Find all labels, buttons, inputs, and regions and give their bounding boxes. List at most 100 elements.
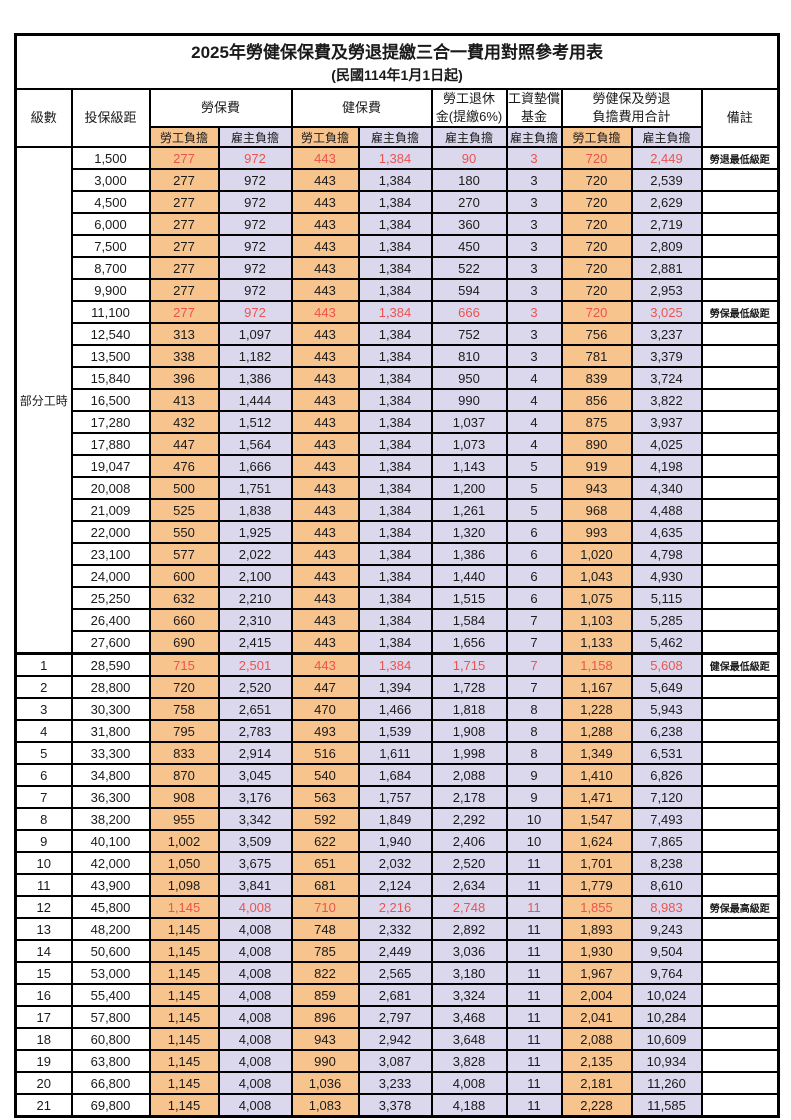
level-cell: 9	[14, 829, 73, 853]
value-cell: 8	[505, 697, 563, 721]
remark-cell	[700, 917, 780, 941]
value-cell: 2,292	[430, 807, 508, 831]
remark-cell	[700, 256, 780, 280]
value-cell: 1,384	[357, 366, 433, 390]
value-cell: 10	[505, 807, 563, 831]
value-cell: 2,520	[430, 851, 508, 875]
value-cell: 2,181	[560, 1071, 633, 1095]
level-cell: 5	[14, 741, 73, 765]
value-cell: 443	[290, 300, 360, 324]
bracket-cell: 20,008	[70, 476, 151, 500]
table-row: 14 50,600 1,145 4,008 785 2,449 3,036 11 1,930 9,…	[14, 939, 780, 963]
value-cell: 4,340	[630, 476, 703, 500]
remark-cell: 健保最低級距	[700, 652, 780, 677]
value-cell: 1,145	[148, 961, 220, 985]
table-row: 11 43,900 1,098 3,841 681 2,124 2,634 11 1,779 8,…	[14, 873, 780, 897]
value-cell: 4,008	[217, 983, 293, 1007]
header-total-employee-share: 勞工負擔	[560, 126, 633, 148]
value-cell: 3,025	[630, 300, 703, 324]
value-cell: 1,145	[148, 1005, 220, 1029]
value-cell: 8	[505, 741, 563, 765]
bracket-cell: 1,500	[70, 146, 151, 170]
value-cell: 550	[148, 520, 220, 544]
value-cell: 4,008	[217, 917, 293, 941]
bracket-cell: 13,500	[70, 344, 151, 368]
value-cell: 1,666	[217, 454, 293, 478]
bracket-cell: 15,840	[70, 366, 151, 390]
value-cell: 1,384	[357, 278, 433, 302]
table-row: 16 55,400 1,145 4,008 859 2,681 3,324 11 2,004 10…	[14, 983, 780, 1007]
table-row: 9,900 277 972 443 1,384 594 3 720 2,953	[16, 278, 780, 302]
remark-cell	[700, 1027, 780, 1051]
value-cell: 443	[290, 168, 360, 192]
bracket-cell: 8,700	[70, 256, 151, 280]
value-cell: 1,075	[560, 586, 633, 610]
value-cell: 2,004	[560, 983, 633, 1007]
table-row: 7,500 277 972 443 1,384 450 3 720 2,809	[16, 234, 780, 258]
table-row: 7 36,300 908 3,176 563 1,757 2,178 9 1,471 7,120	[14, 785, 780, 809]
value-cell: 5,608	[630, 652, 703, 677]
bracket-cell: 53,000	[70, 961, 151, 985]
remark-cell: 勞保最低級距	[700, 300, 780, 324]
value-cell: 11	[505, 939, 563, 963]
header-health-employer-share: 雇主負擔	[357, 126, 433, 148]
value-cell: 1,349	[560, 741, 633, 765]
remark-cell	[700, 520, 780, 544]
level-cell: 20	[14, 1071, 73, 1095]
bracket-cell: 19,047	[70, 454, 151, 478]
value-cell: 1,849	[357, 807, 433, 831]
bracket-cell: 24,000	[70, 564, 151, 588]
remark-cell	[700, 675, 780, 699]
value-cell: 943	[560, 476, 633, 500]
value-cell: 1,547	[560, 807, 633, 831]
value-cell: 2,415	[217, 630, 293, 655]
table-body: 部分工時 1,500 277 972 443 1,384 90 3 720 2,449 勞退最低級距…	[14, 146, 780, 1118]
value-cell: 443	[290, 564, 360, 588]
header-remark: 備註	[700, 88, 780, 148]
value-cell: 1,145	[148, 1027, 220, 1051]
value-cell: 972	[217, 190, 293, 214]
value-cell: 1,043	[560, 564, 633, 588]
value-cell: 3,822	[630, 388, 703, 412]
value-cell: 5,115	[630, 586, 703, 610]
bracket-cell: 40,100	[70, 829, 151, 853]
table-row: 2 28,800 720 2,520 447 1,394 1,728 7 1,167 5,649	[14, 675, 780, 699]
value-cell: 11	[505, 1049, 563, 1073]
value-cell: 785	[290, 939, 360, 963]
bracket-cell: 38,200	[70, 807, 151, 831]
value-cell: 972	[217, 168, 293, 192]
value-cell: 1,967	[560, 961, 633, 985]
value-cell: 1,512	[217, 410, 293, 434]
value-cell: 3,468	[430, 1005, 508, 1029]
level-cell: 17	[14, 1005, 73, 1029]
remark-cell	[700, 608, 780, 632]
remark-cell	[700, 410, 780, 434]
value-cell: 443	[290, 366, 360, 390]
value-cell: 1,779	[560, 873, 633, 897]
value-cell: 4	[505, 388, 563, 412]
value-cell: 1,384	[357, 586, 433, 610]
table-title-cell: 2025年勞健保保費及勞退提繳三合一費用對照參考用表 (民國114年1月1日起)	[14, 33, 780, 90]
value-cell: 1,036	[290, 1071, 360, 1095]
value-cell: 447	[290, 675, 360, 699]
value-cell: 1,384	[357, 630, 433, 655]
table-row: 6 34,800 870 3,045 540 1,684 2,088 9 1,410 6,826	[14, 763, 780, 787]
value-cell: 4,008	[217, 1005, 293, 1029]
value-cell: 890	[560, 432, 633, 456]
value-cell: 6,826	[630, 763, 703, 787]
value-cell: 651	[290, 851, 360, 875]
value-cell: 720	[560, 300, 633, 324]
value-cell: 1,200	[430, 476, 508, 500]
value-cell: 1,050	[148, 851, 220, 875]
value-cell: 1,684	[357, 763, 433, 787]
table-row: 1 28,590 715 2,501 443 1,384 1,715 7 1,158 5,608 健…	[14, 652, 780, 677]
value-cell: 908	[148, 785, 220, 809]
value-cell: 2,124	[357, 873, 433, 897]
bracket-cell: 22,000	[70, 520, 151, 544]
bracket-cell: 28,800	[70, 675, 151, 699]
value-cell: 4,008	[217, 1027, 293, 1051]
level-cell: 19	[14, 1049, 73, 1073]
value-cell: 2,681	[357, 983, 433, 1007]
value-cell: 1,440	[430, 564, 508, 588]
table-row: 4,500 277 972 443 1,384 270 3 720 2,629	[16, 190, 780, 214]
